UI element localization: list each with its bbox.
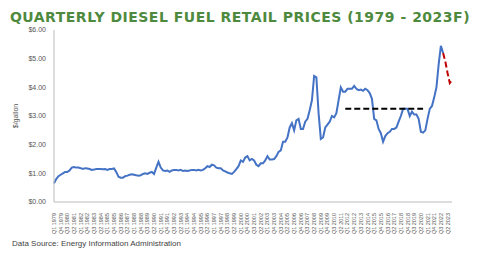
svg-text:Q4 2003: Q4 2003 [271,213,277,234]
svg-text:Q2 2002: Q2 2002 [258,213,264,234]
svg-text:Q1 2015: Q1 2015 [371,213,377,234]
svg-text:Q1 2000: Q1 2000 [238,213,244,234]
svg-text:$0.00: $0.00 [28,198,46,205]
svg-text:$4.00: $4.00 [28,84,46,91]
svg-text:Q3 1992: Q3 1992 [171,213,177,234]
svg-text:Q1 2009: Q1 2009 [318,213,324,234]
svg-text:Q4 1985: Q4 1985 [111,213,117,234]
svg-text:Q3 2007: Q3 2007 [304,213,310,234]
svg-text:Q2 2020: Q2 2020 [418,213,424,234]
svg-text:Q1 1985: Q1 1985 [104,213,110,234]
svg-text:Q3 1998: Q3 1998 [224,213,230,234]
svg-text:Q4 2006: Q4 2006 [298,213,304,234]
svg-text:Q3 1983: Q3 1983 [91,213,97,234]
svg-text:Q3 1986: Q3 1986 [118,213,124,234]
svg-text:Q4 1979: Q4 1979 [58,213,64,234]
svg-text:Q2 2005: Q2 2005 [284,213,290,234]
svg-text:$/gallon: $/gallon [12,104,20,129]
svg-text:Q2 1984: Q2 1984 [98,213,104,234]
svg-text:Q3 2004: Q3 2004 [278,213,284,234]
svg-text:Q4 2000: Q4 2000 [244,213,250,234]
svg-text:Q1 1982: Q1 1982 [78,213,84,234]
svg-text:Q3 1995: Q3 1995 [198,213,204,234]
svg-text:Q4 1991: Q4 1991 [164,213,170,234]
svg-text:Q2 1999: Q2 1999 [231,213,237,234]
svg-text:Q1 1988: Q1 1988 [131,213,137,234]
svg-text:Q4 1982: Q4 1982 [84,213,90,234]
svg-text:Q3 1989: Q3 1989 [144,213,150,234]
svg-text:Q1 1994: Q1 1994 [184,213,190,234]
svg-text:Q3 1980: Q3 1980 [64,213,70,234]
svg-text:Q1 1997: Q1 1997 [211,213,217,234]
svg-text:$5.00: $5.00 [28,55,46,62]
svg-text:$1.00: $1.00 [28,170,46,177]
svg-text:Q2 1987: Q2 1987 [124,213,130,234]
svg-text:Q4 2015: Q4 2015 [378,213,384,234]
svg-text:Q4 1997: Q4 1997 [218,213,224,234]
svg-text:Q2 1981: Q2 1981 [71,213,77,234]
svg-text:Q1 2003: Q1 2003 [264,213,270,234]
svg-text:Q4 2018: Q4 2018 [405,213,411,234]
svg-text:Q4 1994: Q4 1994 [191,213,197,234]
svg-text:$2.00: $2.00 [28,141,46,148]
svg-text:Q2 2011: Q2 2011 [338,213,344,234]
svg-text:Q2 2017: Q2 2017 [391,213,397,234]
svg-text:Q3 2013: Q3 2013 [358,213,364,234]
svg-text:Q3 2022: Q3 2022 [438,213,444,234]
svg-text:Q4 2021: Q4 2021 [431,213,437,234]
svg-text:$6.00: $6.00 [28,26,46,33]
svg-text:Q2 1993: Q2 1993 [178,213,184,234]
html-text:Data Source: Energy Informatio: Data Source: Energy Information Administ… [12,239,181,248]
svg-text:Q4 1988: Q4 1988 [138,213,144,234]
svg-text:Q2 1990: Q2 1990 [151,213,157,234]
svg-text:Q2 1996: Q2 1996 [204,213,210,234]
svg-text:Q4 2012: Q4 2012 [351,213,357,234]
svg-text:Q1 1979: Q1 1979 [51,213,57,234]
svg-text:Q3 2016: Q3 2016 [385,213,391,234]
svg-text:$3.00: $3.00 [28,112,46,119]
svg-text:Q1 2012: Q1 2012 [344,213,350,234]
svg-text:Q1 2006: Q1 2006 [291,213,297,234]
svg-text:Q1 1991: Q1 1991 [158,213,164,234]
svg-text:Q3 2010: Q3 2010 [331,213,337,234]
svg-text:Q2 2008: Q2 2008 [311,213,317,234]
svg-text:Q4 2009: Q4 2009 [324,213,330,234]
svg-text:Q1 2018: Q1 2018 [398,213,404,234]
svg-text:Q3 2019: Q3 2019 [411,213,417,234]
svg-text:Q2 2023: Q2 2023 [445,213,451,234]
svg-text:Q2 2014: Q2 2014 [365,213,371,234]
html-text:QUARTERLY DIESEL FUEL RETAIL P: QUARTERLY DIESEL FUEL RETAIL PRICES (197… [9,9,471,25]
svg-text:Q1 2021: Q1 2021 [425,213,431,234]
svg-text:Q3 2001: Q3 2001 [251,213,257,234]
